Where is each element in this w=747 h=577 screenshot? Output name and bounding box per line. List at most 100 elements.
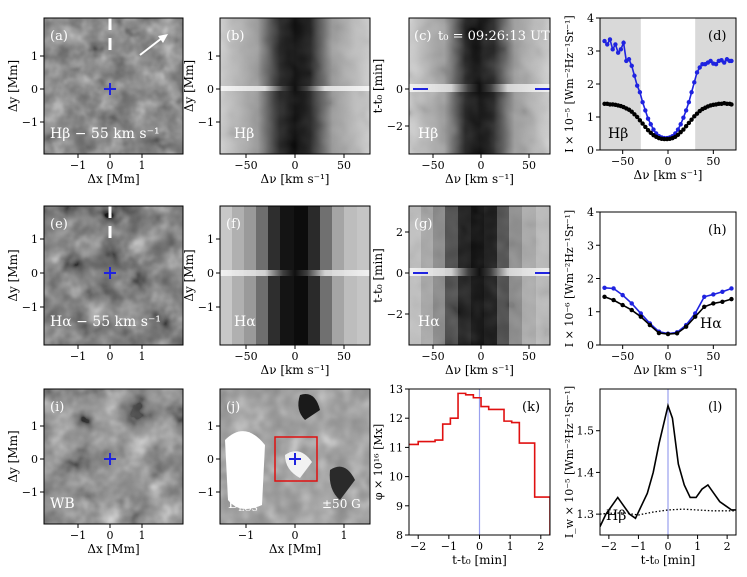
caption-g: Hα	[418, 314, 440, 330]
x-tick-label: 0	[478, 350, 485, 363]
data-point	[607, 37, 613, 42]
y-axis-label: t-t₀ [min]	[371, 59, 385, 114]
panel-i	[43, 388, 184, 525]
x-tick-label: 0	[107, 159, 114, 172]
data-point	[620, 292, 625, 298]
x-axis-label: t-t₀ [min]	[641, 553, 696, 567]
plot-h: −50 0 50 0 1 2 3 4 Δν [km s⁻¹] I × 10⁻⁶ [Wm⁻²Hz⁻¹…	[563, 206, 737, 377]
series-group	[602, 285, 734, 337]
x-tick-label: 0	[292, 529, 299, 542]
y-tick-label: 0	[207, 453, 214, 466]
x-tick-label: −50	[234, 350, 257, 363]
direction-arrow-icon	[139, 34, 168, 56]
y-axis-label: Δy [Mm]	[182, 249, 196, 301]
x-tick-label: 50	[522, 159, 536, 172]
y-axis-label: I × 10⁻⁵ [Wm⁻²Hz⁻¹Sr⁻¹]	[563, 15, 576, 152]
y-tick-label: 0	[31, 267, 38, 280]
panel-letter-f: (f)	[226, 217, 241, 232]
y-tick-label: 4	[587, 206, 594, 219]
data-point	[602, 38, 607, 44]
plot-d: −50 0 50 0 1 2 3 4 Δν [km s⁻¹] I × 10⁻⁵ [Wm⁻²Hz⁻¹…	[563, 12, 737, 182]
y-tick-label: 2	[587, 78, 594, 91]
data-point	[708, 58, 713, 64]
y-axis-label: t-t₀ [min]	[371, 248, 385, 303]
panel-letter-g: (g)	[414, 217, 432, 232]
y-tick-label: −1	[198, 116, 214, 129]
data-point	[643, 124, 648, 130]
data-point	[634, 114, 640, 120]
data-point	[640, 121, 645, 126]
axes-j: −1 0 1 1 0 −1 Δx [Mm]	[198, 420, 348, 556]
x-tick-label: 50	[706, 155, 720, 168]
x-tick-label: 1	[139, 529, 146, 542]
x-tick-label: −1	[70, 529, 86, 542]
data-point	[638, 314, 643, 319]
data-point	[729, 286, 734, 291]
data-point	[620, 302, 625, 308]
data-point	[610, 47, 615, 52]
caption-a: Hβ − 55 km s⁻¹	[50, 126, 160, 142]
x-tick-label: −50	[611, 350, 634, 363]
y-tick-label: −1	[198, 301, 214, 314]
x-tick-label: 1	[694, 540, 701, 553]
panel-letter-d: (d)	[708, 29, 726, 44]
y-axis-label: I_w × 10⁻⁵ [Wm⁻²Hz⁻¹Sr⁻¹]	[563, 386, 576, 538]
data-point	[711, 292, 716, 297]
data-point	[675, 127, 681, 132]
axes-b: −50 0 50 1 0 −1 Δν [km s⁻¹] Δy [Mm]	[182, 50, 351, 186]
data-point	[720, 299, 725, 304]
panel-f	[219, 205, 371, 346]
x-tick-label: 0	[292, 350, 299, 363]
x-axis-label: t-t₀ [min]	[452, 553, 507, 567]
x-axis-label: Δν [km s⁻¹]	[445, 172, 514, 186]
data-point	[629, 301, 634, 306]
series-line-0	[409, 392, 550, 535]
y-tick-label: 1.3	[577, 508, 595, 521]
data-point	[632, 112, 637, 117]
x-tick-label: 2	[537, 540, 544, 553]
data-point	[678, 122, 683, 127]
plot-label: Hβ	[608, 126, 628, 142]
x-tick-label: 0	[107, 529, 114, 542]
y-tick-label: 0	[587, 339, 594, 352]
plot-label: Hβ	[606, 508, 626, 524]
panel-letter-h: (h)	[708, 223, 727, 238]
x-tick-label: −1	[238, 529, 254, 542]
data-point	[729, 296, 734, 302]
x-tick-label: −2	[601, 540, 617, 553]
data-point	[686, 99, 692, 105]
x-tick-label: −2	[410, 540, 426, 553]
data-point	[629, 307, 634, 313]
axes-g: −50 0 50 2 0 −2 Δν [km s⁻¹] t-t₀ [min]	[371, 226, 536, 377]
data-point	[694, 70, 700, 75]
y-tick-label: 0	[207, 83, 214, 96]
y-axis-label: I × 10⁻⁶ [Wm⁻²Hz⁻¹Sr⁻¹]	[563, 210, 576, 347]
caption-e: Hα − 55 km s⁻¹	[50, 314, 161, 330]
data-point	[638, 311, 643, 316]
y-tick-label: 13	[389, 383, 403, 396]
series-group	[602, 37, 734, 142]
axes-a: −1 0 110−1Δx [Mm]Δy [Mm]	[6, 50, 146, 186]
data-point	[637, 118, 643, 123]
x-axis-label: Δx [Mm]	[87, 542, 139, 556]
data-point	[692, 80, 697, 85]
x-axis-label: Δν [km s⁻¹]	[634, 363, 703, 377]
y-axis-label: Δy [Mm]	[182, 60, 196, 112]
data-point	[634, 83, 640, 88]
y-tick-label: −2	[387, 120, 403, 133]
y-tick-label: −1	[22, 301, 38, 314]
data-point	[722, 60, 727, 65]
x-tick-label: 1	[139, 350, 146, 363]
data-point	[683, 324, 689, 329]
shaded-range	[695, 18, 736, 150]
x-tick-label: 0	[476, 540, 483, 553]
panel-b	[219, 17, 371, 155]
data-point	[615, 50, 621, 55]
y-tick-label: 3	[587, 45, 594, 58]
y-tick-label: 1	[207, 50, 214, 63]
data-point	[675, 132, 681, 138]
y-axis-label: Δy [Mm]	[6, 430, 20, 482]
data-point	[656, 330, 662, 336]
y-tick-label: 1	[207, 420, 214, 433]
caption-i: WB	[50, 496, 75, 512]
